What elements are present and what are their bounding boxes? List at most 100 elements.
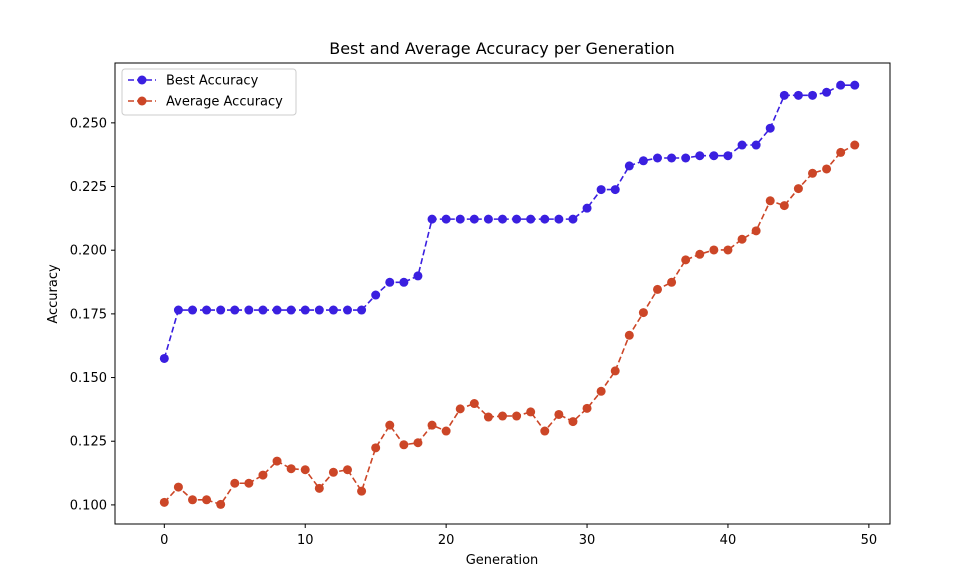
y-tick-label: 0.150: [70, 371, 107, 386]
x-axis-label: Generation: [466, 553, 539, 568]
data-point: [483, 214, 493, 224]
data-point: [793, 184, 803, 194]
data-point: [638, 308, 648, 318]
x-tick-label: 10: [297, 533, 314, 548]
data-point: [793, 90, 803, 100]
data-point: [314, 305, 324, 315]
legend-label: Best Accuracy: [166, 74, 259, 89]
data-point: [610, 185, 620, 195]
series-line: [163, 84, 855, 359]
series-best-accuracy: [159, 80, 860, 363]
data-point: [441, 214, 451, 224]
data-point: [695, 249, 705, 259]
data-point: [300, 305, 310, 315]
data-point: [159, 353, 169, 363]
data-point: [483, 412, 493, 422]
data-point: [272, 305, 282, 315]
plot-area-frame: [114, 62, 891, 525]
data-point: [568, 214, 578, 224]
data-point: [737, 140, 747, 150]
data-point: [709, 151, 719, 161]
data-point: [188, 305, 197, 315]
data-point: [582, 203, 592, 213]
data-point: [328, 305, 338, 315]
data-point: [244, 478, 254, 488]
data-point: [357, 486, 367, 496]
data-point: [765, 196, 775, 206]
y-tick-label: 0.250: [70, 116, 107, 131]
data-point: [272, 456, 282, 466]
data-point: [737, 234, 747, 244]
data-point: [653, 284, 662, 294]
data-point: [681, 153, 691, 163]
data-point: [455, 404, 465, 414]
data-point: [512, 411, 522, 421]
y-tick-label: 0.175: [70, 307, 107, 322]
data-point: [173, 305, 183, 315]
data-point: [328, 467, 338, 477]
data-point: [667, 153, 677, 163]
data-point: [258, 305, 268, 315]
data-point: [399, 440, 409, 450]
data-point: [202, 495, 212, 505]
data-point: [173, 482, 183, 492]
data-point: [469, 399, 479, 409]
x-tick-label: 40: [720, 533, 737, 548]
data-point: [202, 305, 212, 315]
data-point: [469, 214, 479, 224]
data-point: [808, 90, 817, 100]
data-point: [159, 497, 169, 507]
data-point: [850, 140, 860, 150]
legend-item: Best Accuracy: [128, 74, 259, 89]
legend: Best Accuracy Average Accuracy: [121, 68, 297, 116]
chart-title: Best and Average Accuracy per Generation: [329, 39, 675, 58]
data-point: [498, 214, 507, 224]
data-point: [540, 426, 550, 436]
series-average-accuracy: [159, 140, 860, 509]
data-point: [554, 409, 564, 419]
y-tick-label: 0.200: [70, 244, 107, 259]
y-tick-label: 0.125: [70, 435, 107, 450]
data-point: [286, 305, 296, 315]
y-axis-label: Accuracy: [46, 264, 61, 324]
data-point: [667, 277, 677, 287]
data-point: [230, 305, 240, 315]
data-point: [638, 156, 648, 166]
data-point: [385, 420, 395, 430]
data-point: [216, 305, 226, 315]
data-point: [808, 168, 817, 178]
data-point: [653, 153, 662, 163]
data-point: [498, 411, 507, 421]
data-point: [413, 438, 423, 448]
data-point: [836, 80, 846, 90]
data-point: [751, 226, 761, 236]
data-point: [441, 426, 451, 436]
data-point: [822, 87, 832, 97]
data-point: [413, 271, 423, 281]
data-point: [779, 90, 789, 100]
data-point: [385, 277, 395, 287]
legend-marker-swatch: [137, 75, 147, 85]
x-tick-label: 30: [579, 533, 596, 548]
data-point: [624, 161, 634, 171]
data-point: [357, 305, 367, 315]
data-point: [427, 214, 437, 224]
series-line: [163, 144, 856, 506]
data-point: [582, 403, 592, 413]
series-layer: [159, 80, 860, 509]
data-point: [681, 255, 691, 265]
y-tick-label: 0.100: [70, 498, 107, 513]
data-point: [314, 483, 324, 493]
data-point: [526, 214, 536, 224]
legend-marker-swatch: [137, 96, 147, 106]
data-point: [723, 151, 733, 161]
data-point: [596, 386, 606, 396]
x-tick-label: 50: [861, 533, 878, 548]
data-point: [343, 305, 352, 315]
data-point: [427, 420, 437, 430]
data-point: [596, 185, 606, 195]
y-axis: 0.100 0.125 0.150 0.175 0.200 0.225 0.250: [70, 116, 115, 513]
x-tick-label: 0: [160, 533, 168, 548]
data-point: [695, 151, 705, 161]
